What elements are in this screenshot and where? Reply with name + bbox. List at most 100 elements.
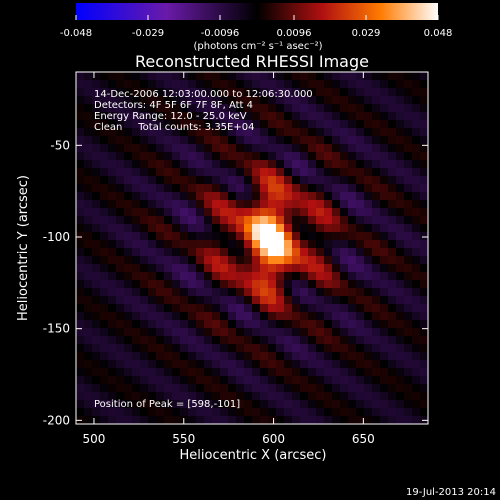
heatmap-cell bbox=[156, 352, 165, 361]
heatmap-cell bbox=[300, 184, 309, 193]
heatmap-cell bbox=[244, 248, 253, 257]
heatmap-cell bbox=[292, 360, 301, 369]
heatmap-cell bbox=[180, 192, 189, 201]
heatmap-cell bbox=[284, 288, 293, 297]
heatmap-cell bbox=[300, 248, 309, 257]
heatmap-cell bbox=[308, 224, 317, 233]
heatmap-cell bbox=[268, 264, 277, 273]
heatmap-cell bbox=[268, 80, 277, 89]
heatmap-cell bbox=[100, 192, 109, 201]
heatmap-cell bbox=[92, 72, 101, 81]
heatmap-cell bbox=[236, 104, 245, 113]
heatmap-cell bbox=[412, 328, 421, 337]
heatmap-cell bbox=[404, 344, 413, 353]
heatmap-cell bbox=[276, 152, 285, 161]
heatmap-cell bbox=[324, 368, 333, 377]
heatmap-cell bbox=[220, 200, 229, 209]
heatmap-cell bbox=[388, 240, 397, 249]
heatmap-cell bbox=[276, 160, 285, 169]
heatmap-cell bbox=[388, 184, 397, 193]
heatmap-cell bbox=[276, 352, 285, 361]
heatmap-cell bbox=[364, 160, 373, 169]
heatmap-cell bbox=[396, 416, 405, 424]
heatmap-cell bbox=[276, 72, 285, 81]
heatmap-cell bbox=[212, 104, 221, 113]
heatmap-cell bbox=[148, 232, 157, 241]
heatmap-cell bbox=[228, 416, 237, 424]
heatmap-cell bbox=[316, 384, 325, 393]
heatmap-cell bbox=[412, 176, 421, 185]
heatmap-cell bbox=[148, 184, 157, 193]
heatmap-cell bbox=[84, 256, 93, 265]
heatmap-cell bbox=[220, 360, 229, 369]
heatmap-cell bbox=[204, 344, 213, 353]
heatmap-cell bbox=[84, 192, 93, 201]
heatmap-cell bbox=[196, 200, 205, 209]
heatmap-cell bbox=[100, 168, 109, 177]
heatmap-cell bbox=[308, 320, 317, 329]
colorbar-tick-label: -0.0096 bbox=[201, 28, 240, 39]
heatmap-cell bbox=[220, 328, 229, 337]
heatmap-cell bbox=[260, 376, 269, 385]
heatmap-cell bbox=[396, 96, 405, 105]
heatmap-cell bbox=[108, 136, 117, 145]
heatmap-cell bbox=[196, 352, 205, 361]
heatmap-cell bbox=[244, 240, 253, 249]
heatmap-cell bbox=[364, 104, 373, 113]
heatmap-cell bbox=[292, 328, 301, 337]
heatmap-cell bbox=[308, 360, 317, 369]
heatmap-cell bbox=[340, 168, 349, 177]
heatmap-cell bbox=[308, 304, 317, 313]
heatmap-cell bbox=[356, 88, 365, 97]
heatmap-cell bbox=[300, 168, 309, 177]
heatmap-cell bbox=[324, 232, 333, 241]
heatmap-cell bbox=[284, 144, 293, 153]
heatmap-cell bbox=[412, 304, 421, 313]
heatmap-cell bbox=[100, 272, 109, 281]
heatmap-cell bbox=[324, 328, 333, 337]
heatmap-cell bbox=[116, 96, 125, 105]
heatmap-cell bbox=[284, 232, 293, 241]
heatmap-cell bbox=[212, 352, 221, 361]
heatmap-cell bbox=[76, 384, 85, 393]
heatmap-cell bbox=[348, 408, 357, 417]
heatmap-cell bbox=[396, 176, 405, 185]
heatmap-cell bbox=[84, 168, 93, 177]
heatmap-cell bbox=[308, 288, 317, 297]
heatmap-cell bbox=[364, 256, 373, 265]
heatmap-cell bbox=[412, 136, 421, 145]
heatmap-cell bbox=[220, 160, 229, 169]
heatmap-cell bbox=[348, 320, 357, 329]
heatmap-cell bbox=[404, 168, 413, 177]
heatmap-cell bbox=[236, 240, 245, 249]
heatmap-cell bbox=[284, 352, 293, 361]
heatmap-cell bbox=[244, 200, 253, 209]
heatmap-cell bbox=[300, 336, 309, 345]
heatmap-cell bbox=[340, 208, 349, 217]
heatmap-cell bbox=[348, 136, 357, 145]
colorbar bbox=[76, 3, 438, 20]
heatmap-cell bbox=[220, 184, 229, 193]
heatmap-cell bbox=[316, 160, 325, 169]
heatmap-cell bbox=[268, 128, 277, 137]
heatmap-cell bbox=[132, 72, 141, 81]
heatmap-cell bbox=[156, 280, 165, 289]
heatmap-cell bbox=[228, 152, 237, 161]
heatmap-cell bbox=[132, 384, 141, 393]
heatmap-cell bbox=[188, 152, 197, 161]
heatmap-cell bbox=[412, 72, 421, 81]
heatmap-cell bbox=[124, 72, 133, 81]
x-tick-label: 650 bbox=[352, 432, 375, 446]
heatmap-cell bbox=[332, 232, 341, 241]
heatmap-cell bbox=[188, 264, 197, 273]
heatmap-cell bbox=[204, 368, 213, 377]
heatmap-cell bbox=[260, 304, 269, 313]
heatmap-cell bbox=[76, 160, 85, 169]
heatmap-cell bbox=[324, 416, 333, 424]
heatmap-cell bbox=[420, 136, 428, 145]
heatmap-cell bbox=[276, 136, 285, 145]
heatmap-cell bbox=[148, 256, 157, 265]
heatmap-cell bbox=[172, 376, 181, 385]
heatmap-cell bbox=[332, 200, 341, 209]
heatmap-cell bbox=[412, 272, 421, 281]
